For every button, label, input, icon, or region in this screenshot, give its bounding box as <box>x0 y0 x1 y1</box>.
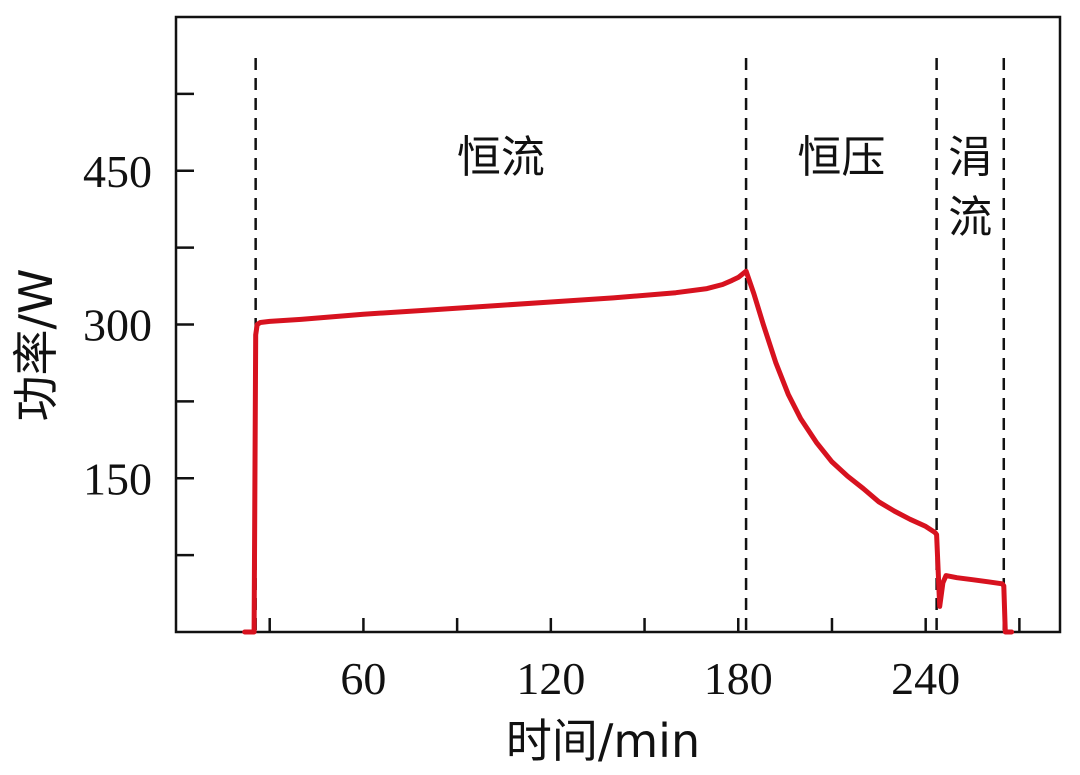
y-axis-ticks: 150 300 450 <box>83 92 194 557</box>
x-tick-label: 60 <box>340 653 386 704</box>
x-tick-label: 120 <box>516 653 585 704</box>
x-axis-title: 时间/min <box>506 714 700 768</box>
y-tick-label: 150 <box>83 453 152 504</box>
y-axis-title: 功率/W <box>9 269 63 422</box>
plot-frame <box>174 15 1062 634</box>
x-tick-label: 180 <box>704 653 773 704</box>
power-series-line <box>242 268 1015 635</box>
x-tick-label: 240 <box>891 653 960 704</box>
phase-label: 恒压 <box>797 132 885 183</box>
phase-boundary-lines <box>254 58 1006 632</box>
y-tick-label: 300 <box>83 300 152 351</box>
phase-label: 流 <box>948 192 992 243</box>
x-axis-ticks: 60 120 180 240 <box>268 618 1021 704</box>
phase-labels: 恒流 恒压 涓流 <box>457 132 992 243</box>
phase-label: 涓 <box>948 132 992 183</box>
phase-label: 恒流 <box>457 132 545 183</box>
y-tick-label: 450 <box>83 146 152 197</box>
